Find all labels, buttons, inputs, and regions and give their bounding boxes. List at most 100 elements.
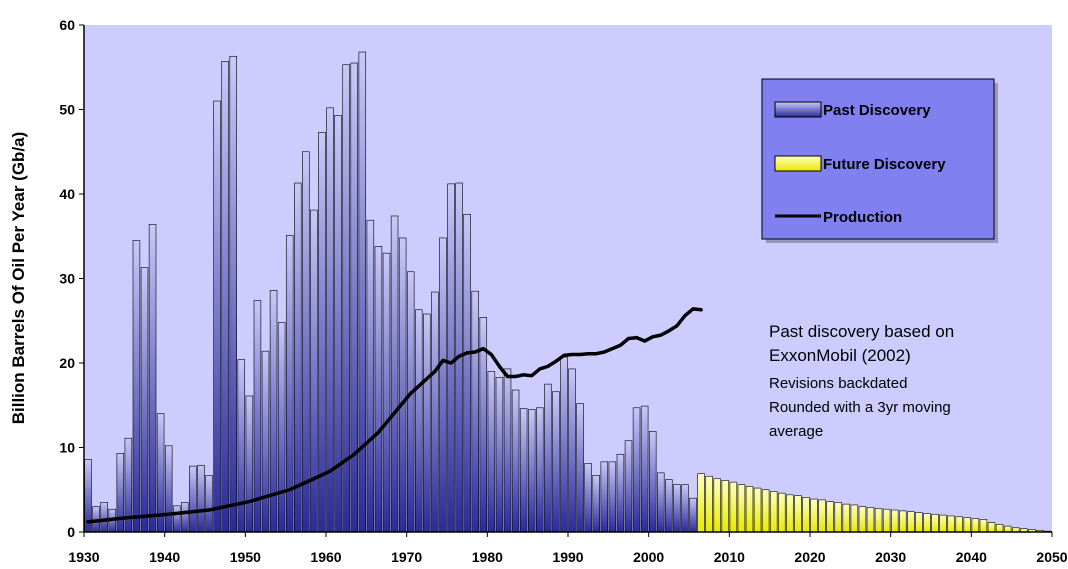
past-discovery-bar-2005 — [689, 497, 697, 533]
future-discovery-bar-2023 — [834, 502, 842, 533]
past-discovery-bar-1983 — [511, 389, 520, 533]
x-tick-label-1940: 1940 — [149, 549, 180, 565]
past-discovery-bar-1967 — [382, 252, 391, 533]
future-discovery-bar-2018 — [794, 495, 802, 533]
future-discovery-bar-2038 — [955, 516, 963, 533]
x-tick-label-1930: 1930 — [68, 549, 99, 565]
past-discovery-bar-1984 — [519, 408, 528, 533]
past-discovery-bar-2000 — [648, 431, 657, 533]
annotation: Past discovery based on ExxonMobil (2002… — [769, 322, 954, 440]
past-discovery-bar-1989 — [560, 356, 568, 533]
past-discovery-bar-1993 — [592, 475, 600, 533]
x-axis-ticks: 1930 1940 1950 1960 1970 1980 1990 2000 2010 2020… — [68, 532, 1068, 565]
past-discovery-bar-1932 — [100, 502, 108, 533]
x-tick-label-1960: 1960 — [310, 549, 341, 565]
future-discovery-bar-2027 — [866, 507, 875, 533]
future-discovery-bar-2036 — [939, 514, 947, 533]
legend-swatch-future — [774, 155, 822, 172]
past-discovery-bar-1971 — [415, 309, 423, 533]
past-discovery-bar-1995 — [608, 461, 617, 533]
future-discovery-bar-2025 — [850, 504, 859, 533]
future-discovery-bar-2041 — [979, 519, 988, 533]
future-discovery-bar-2011 — [737, 484, 746, 533]
future-discovery-bar-2013 — [753, 487, 762, 533]
past-discovery-bar-1937 — [140, 267, 149, 533]
future-discovery-bar-2021 — [818, 499, 826, 533]
past-discovery-bar-1997 — [624, 440, 633, 533]
x-tick-label-2050: 2050 — [1036, 549, 1067, 565]
future-discovery-bar-2016 — [778, 492, 786, 533]
x-tick-label-1950: 1950 — [230, 549, 261, 565]
annotation-line-3: Revisions backdated — [769, 375, 907, 392]
past-discovery-bar-1949 — [237, 359, 246, 533]
future-discovery-bar-2029 — [882, 508, 891, 533]
future-discovery-bar-2007 — [705, 475, 713, 533]
past-discovery-bar-1941 — [173, 505, 181, 533]
future-discovery-bar-2044 — [1003, 525, 1012, 533]
past-discovery-bar-1950 — [245, 395, 254, 533]
past-discovery-bar-1991 — [576, 403, 584, 533]
future-discovery-bar-2039 — [963, 517, 972, 533]
past-discovery-bar-1944 — [197, 464, 205, 533]
legend-swatch-past — [774, 101, 822, 118]
past-discovery-bar-1972 — [423, 313, 431, 533]
x-tick-label-1970: 1970 — [391, 549, 422, 565]
past-discovery-bar-1982 — [503, 368, 512, 533]
future-discovery-bar-2037 — [947, 515, 955, 533]
future-discovery-bar-2032 — [907, 511, 915, 533]
past-discovery-bar-1942 — [181, 502, 189, 533]
legend: Past Discovery Future Discovery Producti… — [761, 78, 998, 243]
future-discovery-bar-2028 — [874, 508, 883, 533]
future-discovery-bar-2014 — [761, 489, 770, 533]
past-discovery-bar-1965 — [366, 219, 375, 533]
future-discovery-bar-2009 — [721, 480, 730, 533]
future-discovery-bar-2034 — [923, 513, 931, 533]
past-discovery-bar-1980 — [487, 371, 496, 533]
past-discovery-bar-1952 — [261, 350, 270, 533]
y-tick-label-20: 20 — [59, 355, 75, 371]
past-discovery-bar-1961 — [334, 115, 342, 533]
future-discovery-bar-2030 — [890, 509, 899, 533]
past-discovery-bar-1978 — [471, 290, 479, 533]
x-tick-label-2020: 2020 — [794, 549, 825, 565]
past-discovery-bar-1954 — [277, 322, 286, 533]
future-discovery-bar-2020 — [810, 498, 818, 533]
future-discovery-bar-2012 — [745, 486, 754, 533]
past-discovery-bar-1986 — [536, 407, 544, 533]
past-discovery-bar-2001 — [657, 472, 665, 533]
past-discovery-bar-1985 — [527, 409, 536, 533]
future-discovery-bar-2006 — [697, 473, 705, 533]
past-discovery-bar-1968 — [390, 215, 399, 533]
past-discovery-bar-1938 — [148, 224, 157, 533]
past-discovery-bar-1977 — [463, 213, 471, 533]
future-discovery-bar-2042 — [987, 522, 996, 533]
annotation-line-5: average — [769, 423, 823, 440]
past-discovery-bar-1994 — [600, 461, 609, 533]
past-discovery-bar-1966 — [374, 246, 383, 533]
past-discovery-bar-1990 — [568, 368, 576, 533]
future-discovery-bar-2015 — [769, 491, 778, 533]
annotation-line-4: Rounded with a 3yr moving — [769, 399, 951, 416]
annotation-line-1: Past discovery based on — [769, 322, 954, 341]
past-discovery-bar-1947 — [221, 61, 229, 533]
y-tick-label-10: 10 — [59, 440, 75, 456]
past-discovery-bar-2004 — [681, 484, 689, 533]
legend-label-production: Production — [823, 209, 902, 226]
x-tick-label-2000: 2000 — [633, 549, 664, 565]
legend-label-past: Past Discovery — [823, 102, 931, 119]
y-tick-label-30: 30 — [59, 271, 75, 287]
past-discovery-bar-1975 — [447, 183, 455, 533]
x-tick-label-2030: 2030 — [875, 549, 906, 565]
future-discovery-bar-2040 — [971, 518, 980, 533]
past-discovery-bar-1999 — [640, 405, 649, 533]
past-discovery-bar-1981 — [495, 377, 504, 533]
past-discovery-bar-1963 — [350, 62, 358, 533]
past-discovery-bar-1957 — [302, 151, 310, 533]
past-discovery-bar-1936 — [132, 240, 141, 533]
past-discovery-bar-1940 — [164, 445, 173, 533]
future-discovery-bar-2033 — [915, 512, 923, 533]
past-discovery-bar-2002 — [665, 479, 673, 533]
future-discovery-bar-2019 — [802, 497, 810, 533]
future-discovery-bar-2024 — [842, 503, 851, 533]
y-tick-label-0: 0 — [67, 524, 75, 540]
